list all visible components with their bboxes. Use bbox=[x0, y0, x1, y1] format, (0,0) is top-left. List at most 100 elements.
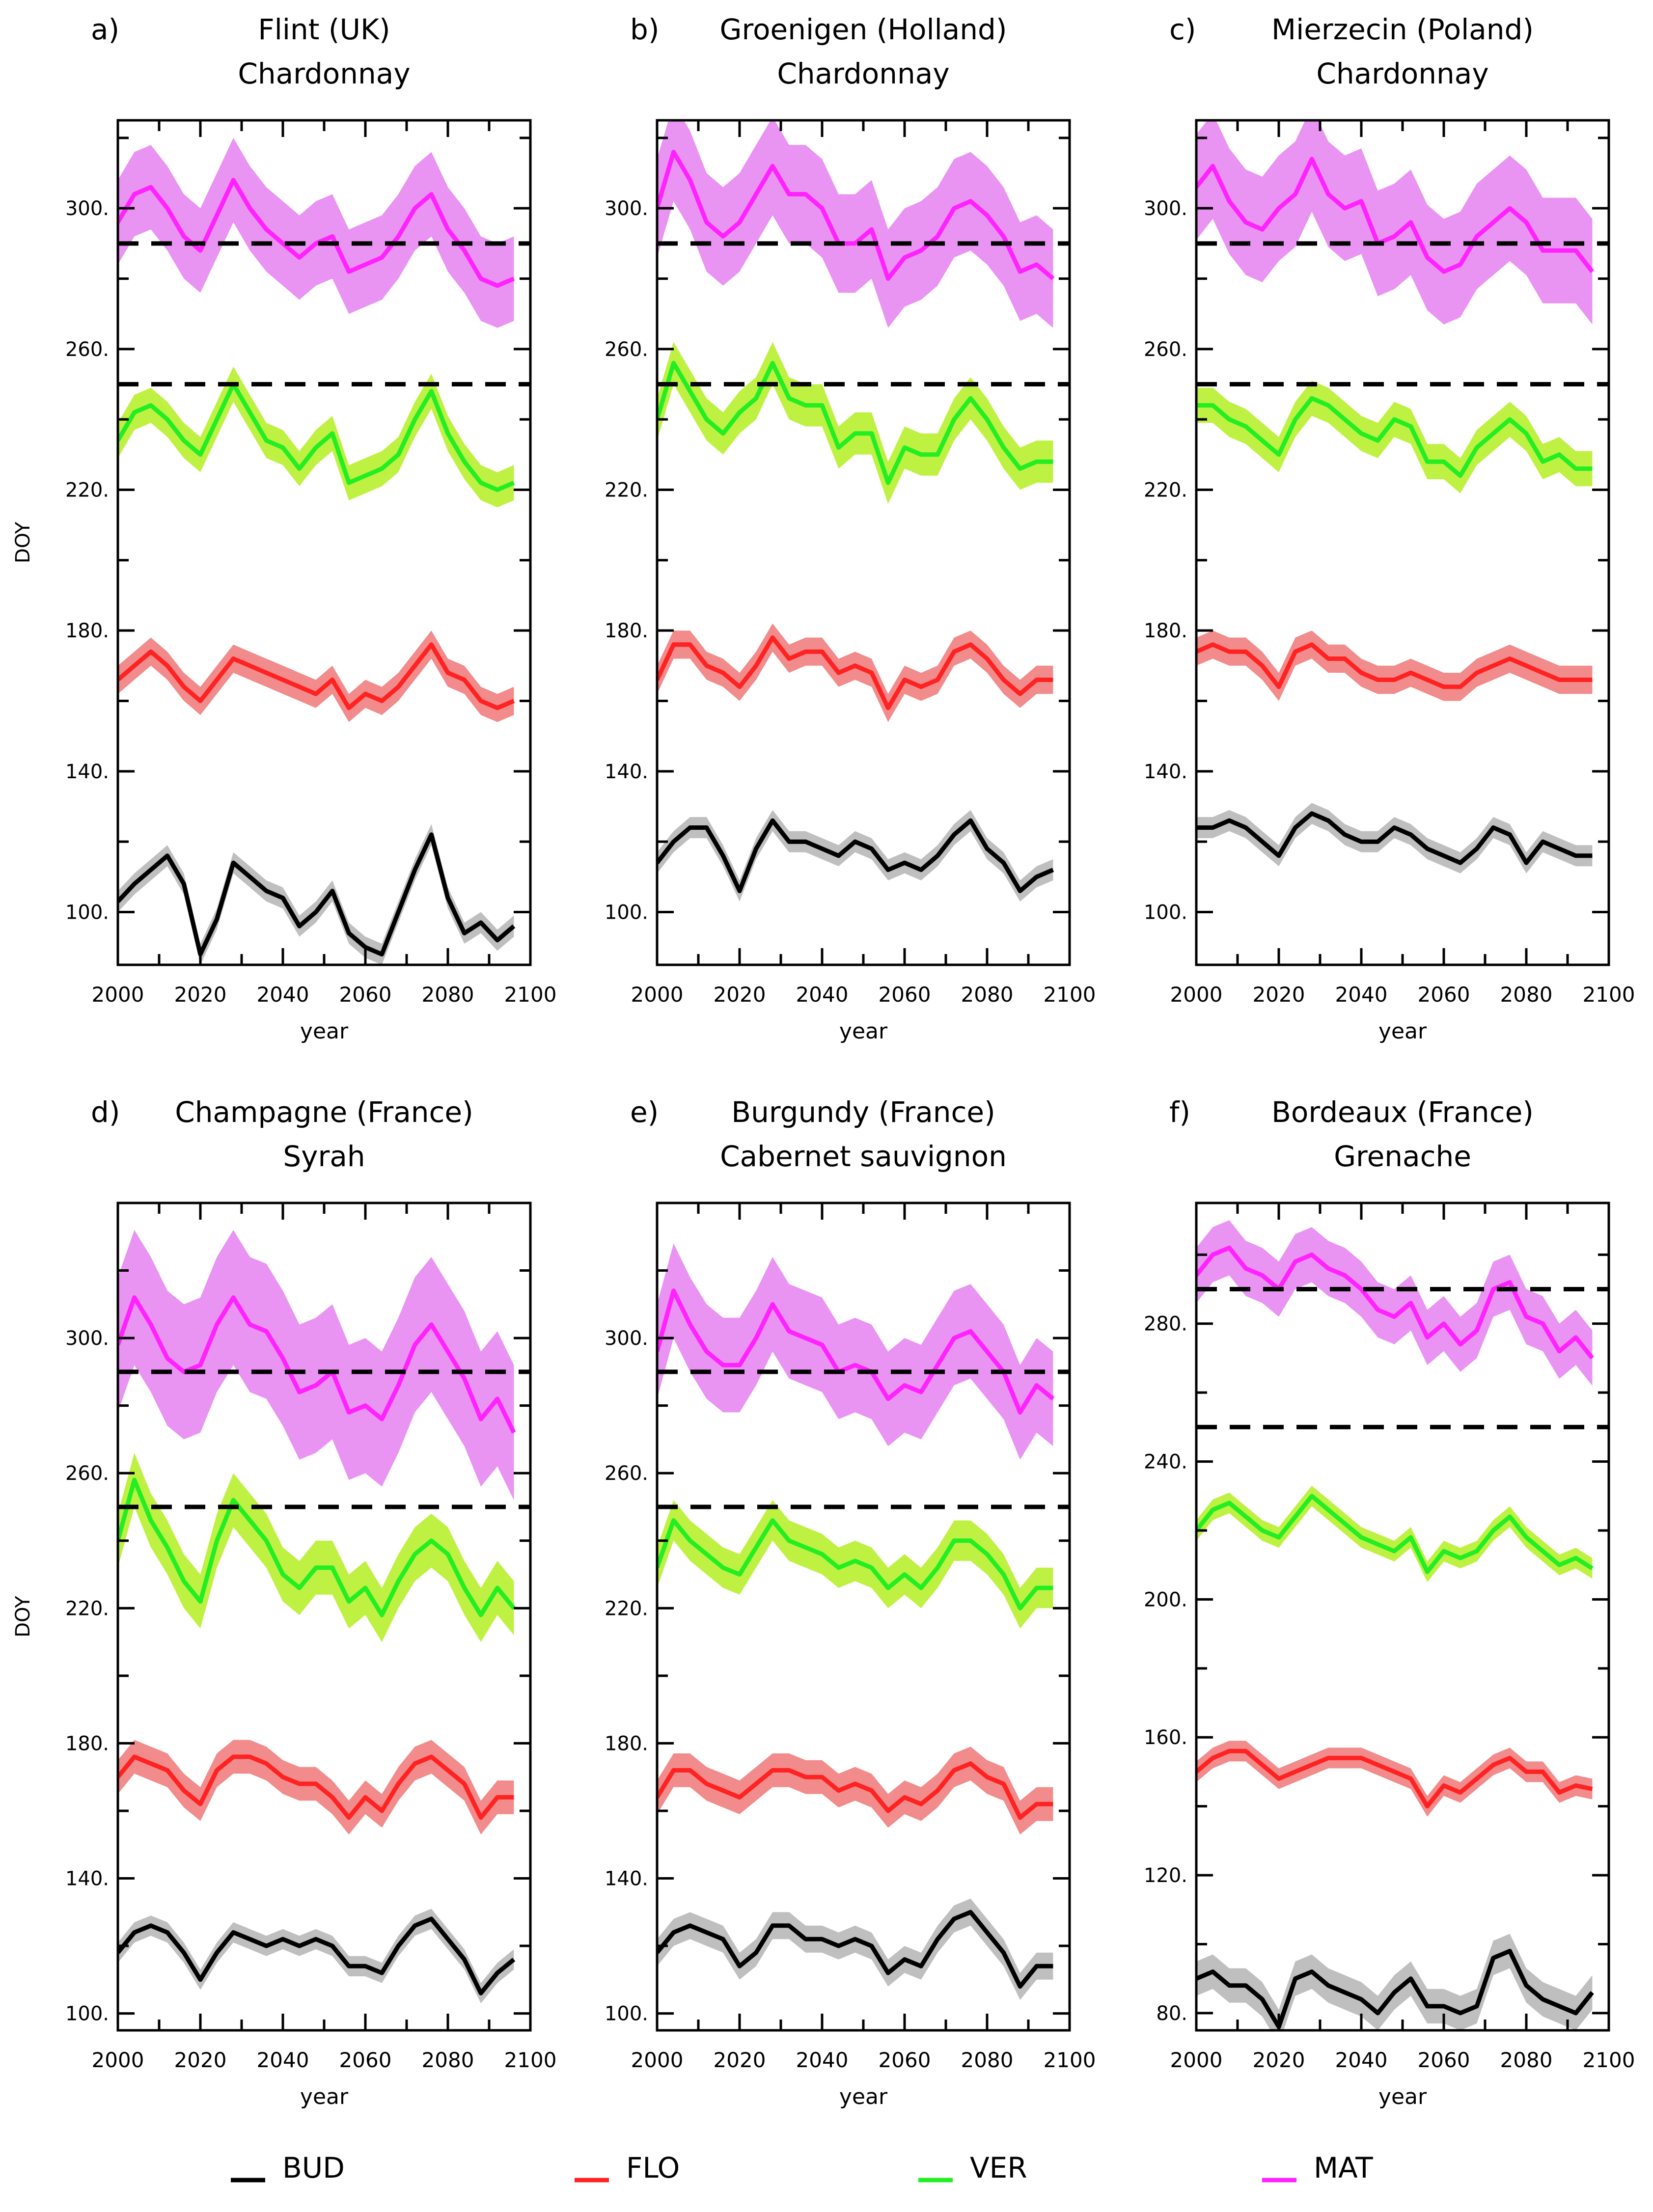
flo-series-line bbox=[1196, 642, 1593, 689]
mat-range-band bbox=[657, 1243, 1053, 1460]
x-axis-label: year bbox=[300, 2084, 349, 2109]
x-tick-label: 2020 bbox=[1253, 2048, 1305, 2072]
plot-area bbox=[1196, 1220, 1609, 2030]
ver-series-line bbox=[1196, 396, 1593, 478]
x-tick-label: 2020 bbox=[1253, 983, 1305, 1007]
ver-range-band bbox=[118, 366, 514, 508]
legend-label: VER bbox=[970, 2151, 1027, 2185]
panel-subtitle: Grenache bbox=[1334, 1140, 1471, 1173]
bud-range-band bbox=[118, 1909, 514, 2003]
mat-range-band bbox=[1196, 1220, 1593, 1386]
flo-range-band bbox=[657, 623, 1053, 722]
y-tick-label: 100. bbox=[605, 2003, 648, 2025]
panel-letter: f) bbox=[1169, 1095, 1190, 1129]
x-tick-label: 2080 bbox=[961, 2048, 1014, 2072]
mat-series-line bbox=[657, 1288, 1055, 1415]
x-tick-label: 2080 bbox=[422, 2048, 474, 2072]
panel-letter: c) bbox=[1169, 13, 1196, 46]
panel-letter: b) bbox=[630, 13, 659, 46]
y-tick-label: 260. bbox=[65, 1462, 109, 1485]
ver-range-band bbox=[657, 342, 1053, 504]
x-tick-label: 2100 bbox=[1044, 983, 1096, 1007]
x-axis-label: year bbox=[1378, 1019, 1427, 1044]
y-tick-label: 180. bbox=[65, 1732, 109, 1755]
bud-series-line bbox=[118, 1916, 516, 1995]
flo-range-band bbox=[118, 1740, 514, 1835]
y-tick-label: 140. bbox=[605, 1868, 648, 1890]
panel-letter: d) bbox=[91, 1095, 120, 1129]
x-axis-label: year bbox=[300, 1019, 349, 1044]
panel-e: e) Burgundy (France) Cabernet sauvignon 200… bbox=[605, 1095, 1096, 2109]
ver-series-line bbox=[118, 382, 515, 492]
y-tick-label: 100. bbox=[1144, 901, 1187, 924]
flo-range-band bbox=[657, 1747, 1053, 1835]
flo-series-line bbox=[657, 1761, 1053, 1820]
mat-series-line bbox=[657, 150, 1055, 281]
legend-item-mat: MAT bbox=[1262, 2151, 1373, 2185]
mat-series-line bbox=[118, 1295, 516, 1434]
panel-f: f) Bordeaux (France) Grenache 2000 2020 2040 2… bbox=[1144, 1095, 1635, 2109]
y-tick-label: 220. bbox=[1144, 479, 1187, 502]
x-axis-label: year bbox=[839, 2084, 888, 2109]
legend-item-bud: BUD bbox=[231, 2151, 345, 2185]
panel-title: Champagne (France) bbox=[175, 1095, 473, 1129]
y-tick-label: 180. bbox=[605, 620, 648, 642]
flo-series-line bbox=[1196, 1748, 1593, 1809]
x-tick-label: 2060 bbox=[1418, 2048, 1470, 2072]
bud-range-band bbox=[118, 824, 514, 965]
bud-series-line bbox=[657, 818, 1054, 893]
y-tick-label: 260. bbox=[605, 1462, 648, 1485]
x-tick-label: 2040 bbox=[796, 2048, 849, 2072]
ver-series-line bbox=[118, 1477, 516, 1617]
flo-range-band bbox=[1196, 630, 1593, 701]
y-tick-label: 220. bbox=[65, 479, 109, 502]
x-tick-label: 2080 bbox=[1500, 983, 1553, 1007]
bud-series-line bbox=[118, 832, 516, 956]
y-tick-label: 300. bbox=[605, 197, 648, 220]
y-tick-label: 260. bbox=[1144, 338, 1187, 361]
x-tick-label: 2040 bbox=[1335, 983, 1388, 1007]
ver-series-line bbox=[657, 361, 1053, 485]
y-tick-label: 180. bbox=[605, 1732, 648, 1755]
panel-title: Groenigen (Holland) bbox=[720, 13, 1007, 46]
y-tick-label: 160. bbox=[1144, 1726, 1187, 1749]
plot-area bbox=[1196, 120, 1609, 874]
x-tick-label: 2100 bbox=[1583, 983, 1635, 1007]
y-axis-label: DOY bbox=[12, 521, 34, 563]
x-tick-label: 2020 bbox=[714, 2048, 766, 2072]
y-tick-label: 220. bbox=[605, 479, 648, 502]
x-tick-label: 2080 bbox=[422, 983, 474, 1007]
panel-subtitle: Cabernet sauvignon bbox=[720, 1140, 1007, 1173]
panel-a: a) Flint (UK) Chardonnay 2000 2020 2040 2060 20… bbox=[12, 13, 556, 1044]
x-tick-label: 2000 bbox=[1170, 983, 1223, 1007]
x-tick-label: 2000 bbox=[631, 2048, 684, 2072]
x-tick-label: 2060 bbox=[339, 983, 392, 1007]
x-axis-label: year bbox=[839, 1019, 888, 1044]
x-tick-label: 2100 bbox=[1044, 2048, 1096, 2072]
flo-range-band bbox=[118, 630, 514, 722]
x-tick-label: 2000 bbox=[631, 983, 684, 1007]
x-tick-label: 2000 bbox=[1170, 2048, 1223, 2072]
legend-item-flo: FLO bbox=[575, 2151, 680, 2185]
x-tick-label: 2040 bbox=[796, 983, 849, 1007]
legend-label: BUD bbox=[282, 2151, 345, 2185]
y-tick-label: 220. bbox=[605, 1597, 648, 1620]
y-tick-label: 200. bbox=[1144, 1588, 1187, 1611]
panel-subtitle: Chardonnay bbox=[777, 57, 949, 90]
x-tick-label: 2040 bbox=[257, 2048, 309, 2072]
y-tick-label: 260. bbox=[65, 338, 109, 361]
ver-range-band bbox=[1196, 1485, 1593, 1583]
mat-series-line bbox=[118, 178, 515, 288]
plot-area bbox=[657, 120, 1070, 901]
y-tick-label: 300. bbox=[65, 1327, 109, 1350]
panel-d: d) Champagne (France) Syrah 2000 2020 2040 206… bbox=[12, 1095, 556, 2109]
bud-series-line bbox=[1196, 1949, 1594, 2029]
y-tick-label: 180. bbox=[65, 620, 109, 642]
y-tick-label: 120. bbox=[1144, 1864, 1187, 1887]
panel-c: c) Mierzecin (Poland) Chardonnay 2000 2020 20… bbox=[1144, 13, 1635, 1044]
x-tick-label: 2020 bbox=[174, 983, 227, 1007]
panel-title: Burgundy (France) bbox=[731, 1095, 995, 1129]
mat-range-band bbox=[657, 120, 1053, 328]
x-tick-label: 2000 bbox=[92, 983, 144, 1007]
flo-range-band bbox=[1196, 1741, 1593, 1817]
